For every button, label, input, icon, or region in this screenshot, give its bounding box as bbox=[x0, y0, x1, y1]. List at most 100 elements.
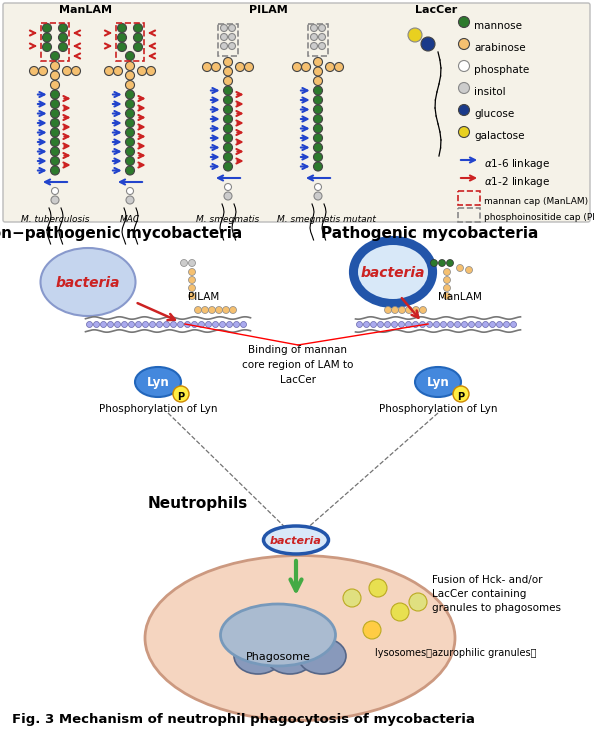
Ellipse shape bbox=[135, 367, 181, 397]
Bar bbox=[116, 23, 144, 61]
Circle shape bbox=[314, 58, 323, 67]
Circle shape bbox=[203, 62, 211, 72]
Text: Lyn: Lyn bbox=[426, 376, 450, 389]
Circle shape bbox=[311, 24, 318, 32]
Text: LacCer: LacCer bbox=[415, 5, 457, 15]
Circle shape bbox=[369, 579, 387, 597]
Circle shape bbox=[399, 321, 405, 328]
Circle shape bbox=[408, 28, 422, 42]
Circle shape bbox=[223, 152, 232, 161]
Text: Phosphorylation of Lyn: Phosphorylation of Lyn bbox=[379, 404, 497, 414]
Circle shape bbox=[409, 593, 427, 611]
Circle shape bbox=[459, 38, 469, 50]
Circle shape bbox=[188, 292, 195, 300]
Text: Phagosome: Phagosome bbox=[245, 652, 311, 662]
Circle shape bbox=[447, 321, 453, 328]
Circle shape bbox=[489, 321, 495, 328]
Circle shape bbox=[459, 127, 469, 138]
Circle shape bbox=[125, 52, 134, 61]
Circle shape bbox=[223, 67, 232, 76]
Circle shape bbox=[108, 321, 113, 328]
Circle shape bbox=[223, 143, 232, 152]
Circle shape bbox=[188, 269, 195, 275]
Circle shape bbox=[50, 52, 59, 61]
Circle shape bbox=[170, 321, 176, 328]
Circle shape bbox=[444, 284, 450, 292]
Text: galactose: galactose bbox=[474, 131, 525, 141]
Circle shape bbox=[58, 24, 68, 33]
Circle shape bbox=[125, 71, 134, 80]
Circle shape bbox=[444, 269, 450, 275]
Circle shape bbox=[444, 277, 450, 283]
Text: bacteria: bacteria bbox=[361, 266, 425, 280]
Ellipse shape bbox=[220, 604, 336, 666]
Circle shape bbox=[188, 260, 195, 266]
Circle shape bbox=[43, 42, 52, 52]
Circle shape bbox=[50, 81, 59, 90]
Circle shape bbox=[466, 266, 472, 274]
Ellipse shape bbox=[351, 238, 435, 306]
Circle shape bbox=[125, 109, 134, 118]
Circle shape bbox=[314, 86, 323, 95]
Text: arabinose: arabinose bbox=[474, 43, 526, 53]
Circle shape bbox=[314, 152, 323, 161]
Circle shape bbox=[314, 76, 323, 86]
Circle shape bbox=[50, 166, 59, 175]
Text: PILAM: PILAM bbox=[249, 5, 287, 15]
Circle shape bbox=[201, 306, 208, 314]
Circle shape bbox=[482, 321, 488, 328]
Circle shape bbox=[223, 162, 232, 171]
Circle shape bbox=[125, 99, 134, 109]
Text: M. tuberculosis: M. tuberculosis bbox=[21, 215, 89, 224]
Text: bacteria: bacteria bbox=[270, 536, 322, 546]
Circle shape bbox=[356, 321, 362, 328]
Circle shape bbox=[292, 62, 302, 72]
Text: Lyn: Lyn bbox=[147, 376, 169, 389]
Circle shape bbox=[125, 61, 134, 70]
Circle shape bbox=[147, 67, 156, 75]
Circle shape bbox=[426, 321, 432, 328]
Circle shape bbox=[384, 306, 391, 314]
Circle shape bbox=[391, 306, 399, 314]
Text: insitol: insitol bbox=[474, 87, 505, 97]
Ellipse shape bbox=[415, 367, 461, 397]
Circle shape bbox=[150, 321, 156, 328]
Circle shape bbox=[50, 99, 59, 109]
Circle shape bbox=[419, 306, 426, 314]
Circle shape bbox=[364, 321, 369, 328]
Circle shape bbox=[113, 67, 122, 75]
Text: mannan cap (ManLAM): mannan cap (ManLAM) bbox=[484, 197, 588, 206]
Circle shape bbox=[314, 133, 323, 143]
Circle shape bbox=[318, 24, 326, 32]
Text: P: P bbox=[457, 392, 465, 402]
Text: phosphate: phosphate bbox=[474, 65, 529, 75]
Circle shape bbox=[457, 264, 463, 272]
Circle shape bbox=[223, 76, 232, 86]
Circle shape bbox=[125, 138, 134, 147]
Text: mannose: mannose bbox=[474, 21, 522, 31]
Circle shape bbox=[223, 105, 232, 114]
Circle shape bbox=[50, 61, 59, 70]
Circle shape bbox=[497, 321, 503, 328]
Text: Phosphorylation of Lyn: Phosphorylation of Lyn bbox=[99, 404, 217, 414]
Circle shape bbox=[198, 321, 204, 328]
Circle shape bbox=[318, 33, 326, 41]
Bar bbox=[458, 208, 480, 222]
Circle shape bbox=[223, 86, 232, 95]
Text: ManLAM: ManLAM bbox=[438, 292, 482, 302]
Circle shape bbox=[447, 260, 453, 266]
Circle shape bbox=[469, 321, 475, 328]
Circle shape bbox=[134, 33, 143, 42]
Circle shape bbox=[50, 128, 59, 137]
Ellipse shape bbox=[234, 638, 282, 674]
Circle shape bbox=[454, 321, 460, 328]
Circle shape bbox=[137, 67, 147, 75]
Circle shape bbox=[314, 105, 323, 114]
Circle shape bbox=[241, 321, 247, 328]
Circle shape bbox=[459, 104, 469, 115]
Circle shape bbox=[125, 166, 134, 175]
Bar bbox=[218, 24, 238, 56]
Circle shape bbox=[50, 118, 59, 127]
Ellipse shape bbox=[40, 248, 135, 316]
Text: glucose: glucose bbox=[474, 109, 514, 119]
